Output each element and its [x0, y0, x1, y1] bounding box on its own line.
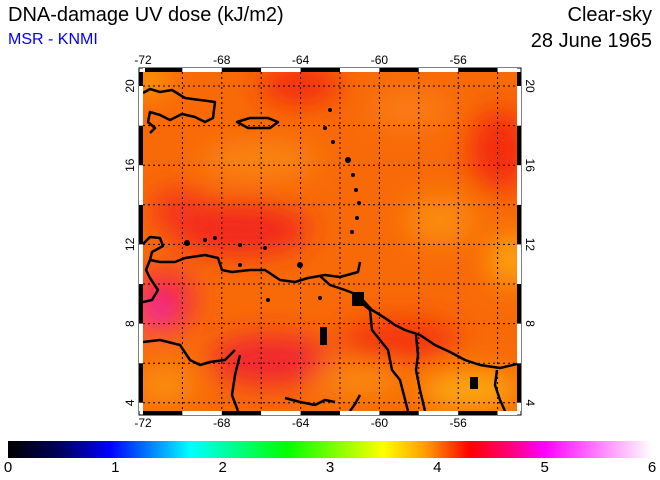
frame-bar — [139, 284, 143, 324]
frame-bar — [517, 72, 521, 86]
sky-condition-label: Clear-sky — [567, 4, 652, 26]
frame-bar — [458, 411, 498, 415]
frame-bar — [379, 411, 419, 415]
latitude-tick-label: 8 — [123, 320, 137, 327]
coastlines — [143, 87, 517, 411]
frame-bar — [517, 244, 521, 284]
frame-bar — [517, 323, 521, 364]
colorbar-tick-label: 0 — [3, 459, 13, 476]
longitude-tick-label: -56 — [450, 53, 468, 67]
frame-bar — [143, 411, 183, 415]
frame-bar — [182, 411, 222, 415]
frame-bar — [182, 68, 222, 72]
frame-bar — [139, 86, 143, 126]
frame-bar — [221, 68, 262, 72]
date-label: 28 June 1965 — [530, 30, 652, 52]
latitude-tick-label: 8 — [523, 320, 537, 327]
longitude-tick-label: -56 — [450, 416, 468, 430]
frame-bar — [340, 411, 380, 415]
longitude-tick-label: -64 — [292, 416, 310, 430]
uv-dose-field — [143, 72, 517, 411]
frame-bar — [261, 68, 301, 72]
latitude-tick-label: 20 — [123, 79, 137, 93]
frame-bar — [139, 244, 143, 284]
frame-bar — [300, 68, 340, 72]
islands — [184, 108, 478, 389]
colorbar-tick-label: 6 — [647, 459, 657, 476]
graticule — [143, 72, 517, 411]
colorbar-tick-label: 5 — [540, 459, 549, 476]
latitude-tick-label: 4 — [523, 399, 537, 406]
latitude-tick-label: 20 — [523, 79, 537, 93]
longitude-tick-label: -68 — [213, 416, 231, 430]
longitude-tick-label: -60 — [371, 53, 389, 67]
frame-bar — [418, 68, 459, 72]
frame-bar — [517, 363, 521, 403]
longitude-tick-label: -72 — [134, 53, 152, 67]
colorbar — [8, 441, 652, 458]
longitude-tick-label: -60 — [371, 416, 389, 430]
latitude-tick-label: 12 — [123, 237, 137, 251]
latitude-tick-label: 16 — [523, 159, 537, 173]
frame-bar — [139, 72, 143, 86]
frame-bar — [517, 125, 521, 166]
frame-bar — [497, 68, 517, 72]
map-frame — [138, 67, 522, 416]
frame-bar — [340, 68, 380, 72]
longitude-tick-label: -64 — [292, 53, 310, 67]
map-title: DNA-damage UV dose (kJ/m2) — [8, 4, 284, 26]
source-label: MSR - KNMI — [8, 31, 98, 48]
frame-bar — [497, 411, 517, 415]
colorbar-tick-label: 3 — [325, 459, 335, 476]
frame-bar — [517, 204, 521, 245]
frame-bar — [418, 411, 459, 415]
latitude-tick-label: 4 — [123, 399, 137, 406]
colorbar-tick-label: 4 — [433, 459, 442, 476]
frame-bar — [379, 68, 419, 72]
frame-bar — [517, 284, 521, 324]
latitude-tick-label: 16 — [123, 158, 137, 172]
axis-tick-labels: -72 -72 -68 -68 -64 -64 -60 -60 -56 -56 20 20 16 16 12… — [123, 53, 537, 430]
frame-bar — [517, 86, 521, 126]
frame-bar — [300, 411, 340, 415]
longitude-tick-label: -68 — [213, 53, 231, 67]
frame-bar — [458, 68, 498, 72]
frame-bar — [139, 165, 143, 205]
frame-bar — [139, 323, 143, 364]
longitude-tick-label: -72 — [134, 416, 152, 430]
colorbar-tick-label: 2 — [218, 459, 227, 476]
frame-bar — [139, 363, 143, 403]
frame-bar — [261, 411, 301, 415]
frame-bar — [139, 204, 143, 245]
frame-bar — [517, 165, 521, 205]
frame-bar — [221, 411, 262, 415]
latitude-tick-label: 12 — [523, 238, 537, 252]
colorbar-tick-label: 1 — [111, 459, 120, 476]
frame-bar — [139, 125, 143, 166]
frame-bar — [143, 68, 183, 72]
